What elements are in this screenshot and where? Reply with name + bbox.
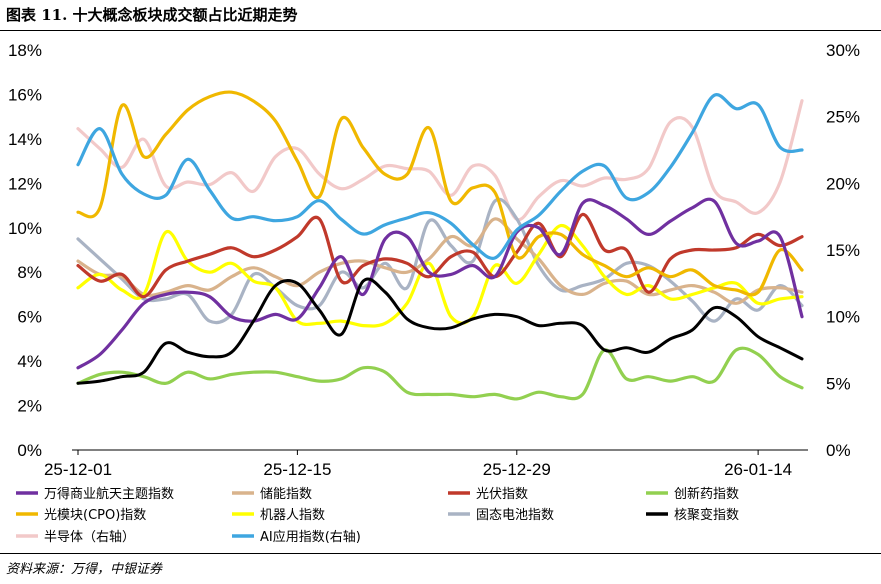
left-tick-label: 8% bbox=[17, 263, 42, 282]
right-tick-label: 10% bbox=[826, 308, 860, 327]
legend-label: 机器人指数 bbox=[260, 508, 325, 523]
series-lines bbox=[76, 90, 804, 401]
right-tick-label: 5% bbox=[826, 374, 851, 393]
left-tick-label: 10% bbox=[8, 219, 42, 238]
series-line-5 bbox=[76, 90, 804, 297]
right-tick-label: 25% bbox=[826, 108, 860, 127]
left-tick-label: 4% bbox=[17, 352, 42, 371]
left-tick-label: 0% bbox=[17, 441, 42, 460]
series-line-2 bbox=[76, 217, 804, 305]
title-rule bbox=[0, 30, 881, 31]
x-axis: 25-12-01 25-12-15 25-12-29 26-01-14 bbox=[44, 450, 792, 479]
x-tick-label: 26-01-14 bbox=[724, 460, 792, 479]
series-line-9 bbox=[76, 99, 804, 222]
legend-label: 创新药指数 bbox=[674, 486, 739, 502]
source-rule bbox=[0, 553, 881, 554]
right-axis: 0% 5% 10% 15% 20% 25% 30% bbox=[826, 41, 860, 460]
left-tick-label: 12% bbox=[8, 174, 42, 193]
series-line-1 bbox=[76, 197, 804, 370]
right-tick-label: 20% bbox=[826, 174, 860, 193]
line-chart: 0% 2% 4% 6% 8% 10% 12% 14% 16% 18% 0% 5% 10% 15% 20% 2… bbox=[8, 41, 860, 545]
legend-label: 固态电池指数 bbox=[476, 508, 554, 523]
series-line-4 bbox=[76, 346, 804, 401]
series-line-10 bbox=[76, 93, 804, 260]
right-tick-label: 30% bbox=[826, 41, 860, 60]
left-tick-label: 16% bbox=[8, 85, 42, 104]
left-tick-label: 18% bbox=[8, 41, 42, 60]
series-line-8 bbox=[76, 277, 804, 385]
legend-label: AI应用指数(右轴) bbox=[260, 529, 361, 545]
series-line-7 bbox=[76, 197, 804, 325]
source-note: 资料来源：万得，中银证券 bbox=[6, 562, 163, 577]
legend-label: 储能指数 bbox=[260, 487, 312, 502]
legend-label: 光伏指数 bbox=[476, 487, 528, 502]
x-tick-label: 25-12-29 bbox=[483, 460, 551, 479]
legend-label: 核聚变指数 bbox=[674, 507, 739, 523]
right-tick-label: 0% bbox=[826, 441, 851, 460]
left-axis: 0% 2% 4% 6% 8% 10% 12% 14% 16% 18% bbox=[8, 41, 42, 460]
legend-label: 半导体（右轴） bbox=[44, 530, 135, 545]
legend-label: 万得商业航天主题指数 bbox=[44, 486, 174, 502]
right-tick-label: 15% bbox=[826, 241, 860, 260]
series-line-6 bbox=[76, 223, 804, 328]
figure-title: 图表 11. 十大概念板块成交额占比近期走势 bbox=[6, 6, 298, 24]
series-line-3 bbox=[76, 212, 804, 299]
left-tick-label: 2% bbox=[17, 397, 42, 416]
x-tick-label: 25-12-01 bbox=[44, 460, 112, 479]
legend-label: 光模块(CPO)指数 bbox=[44, 508, 146, 523]
x-tick-label: 25-12-15 bbox=[263, 460, 331, 479]
left-tick-label: 14% bbox=[8, 130, 42, 149]
left-tick-label: 6% bbox=[17, 308, 42, 327]
